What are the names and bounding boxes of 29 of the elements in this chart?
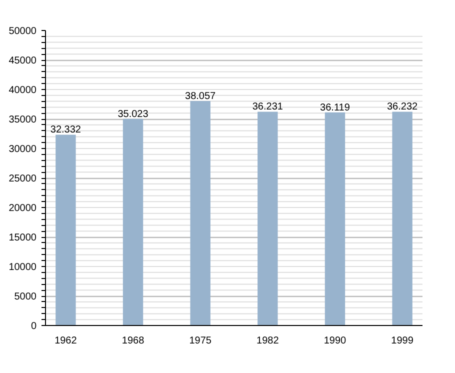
bar: [392, 112, 412, 326]
data-label: 38.057: [185, 90, 216, 102]
data-label: 32.332: [50, 124, 82, 136]
x-tick-label: 1975: [189, 336, 212, 346]
x-tick-label: 1962: [54, 336, 78, 346]
bar: [324, 112, 346, 326]
y-tick-label: 50000: [8, 26, 37, 37]
y-tick-label: 40000: [8, 85, 37, 96]
y-tick-label: 25000: [8, 174, 37, 184]
data-label: 36.119: [320, 102, 350, 114]
y-tick-label: 30000: [8, 144, 37, 155]
bar: [56, 134, 76, 326]
y-tick-label: 35000: [8, 114, 37, 126]
bar: [190, 100, 210, 326]
y-tick-label: 5000: [14, 292, 37, 302]
y-tick-label: 0: [30, 321, 37, 332]
bar: [258, 112, 278, 326]
data-label: 36.232: [387, 102, 418, 113]
data-label: 36.231: [252, 102, 284, 113]
y-tick-label: 15000: [8, 232, 37, 244]
y-tick-label: 45000: [8, 56, 37, 66]
x-tick-label: 1990: [324, 336, 347, 346]
data-label: 35.023: [118, 108, 149, 120]
x-tick-label: 1999: [391, 336, 414, 346]
y-tick-label: 20000: [8, 203, 37, 214]
x-tick-label: 1982: [256, 336, 280, 346]
x-tick-label: 1968: [122, 336, 145, 346]
y-tick-label: 10000: [8, 262, 37, 273]
bar: [122, 118, 144, 326]
